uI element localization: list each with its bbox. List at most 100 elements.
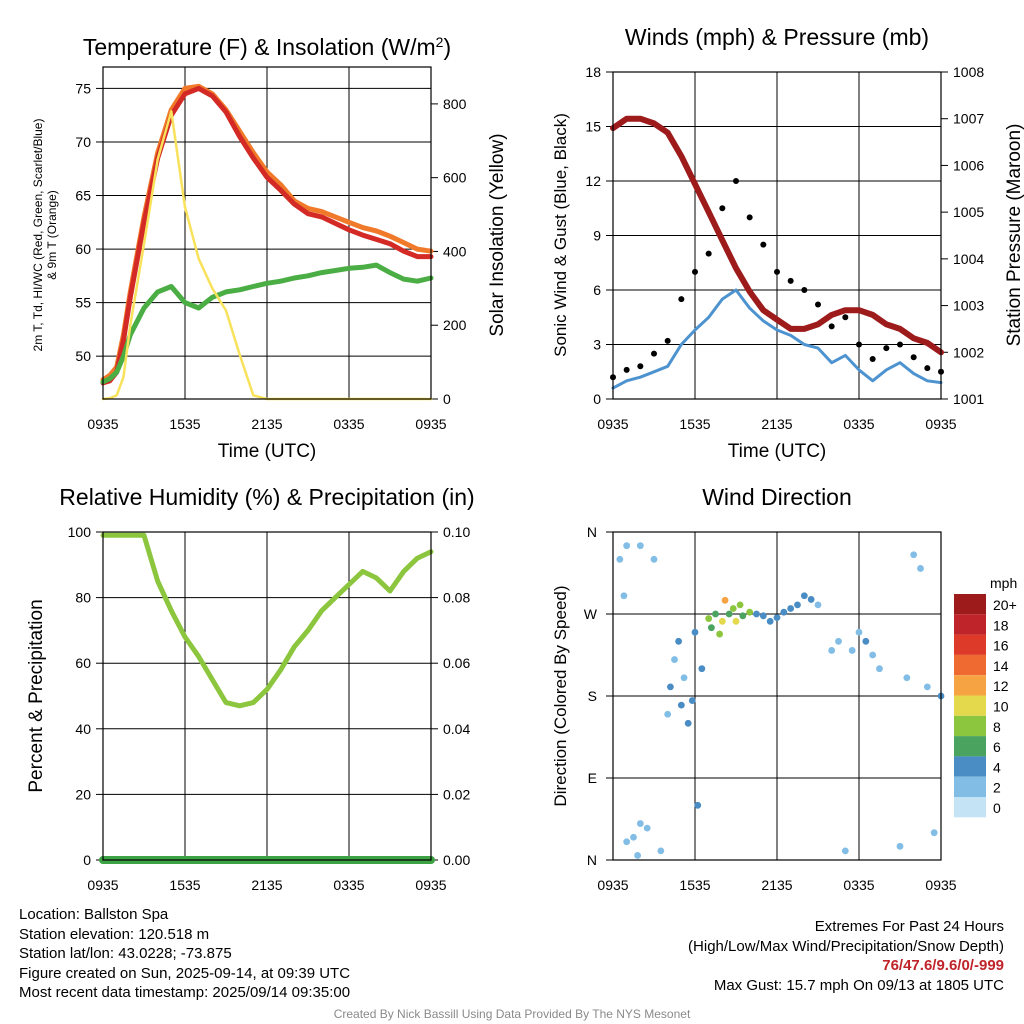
winds-gust-point [897, 341, 903, 348]
winds-gust-point [856, 341, 862, 348]
temperature-chart-y2-tick-label: 200 [443, 317, 467, 333]
winds-chart-y2-tick-label: 1005 [953, 204, 984, 220]
winds-gust-point [664, 337, 671, 344]
direction-point [636, 820, 644, 827]
colorbar-label: 0 [993, 800, 1001, 816]
temperature-chart-y2-tick-label: 800 [443, 96, 467, 112]
winds-chart-y2label: Station Pressure (Maroon) [1004, 124, 1024, 347]
direction-point [903, 674, 911, 682]
colorbar-swatch [954, 776, 986, 797]
direction-point [721, 596, 729, 604]
direction-point [691, 628, 699, 636]
winds-chart-frame [612, 71, 942, 400]
humidity-chart-y-tick-label: 60 [75, 655, 91, 671]
direction-chart-y-tick-label: W [584, 606, 598, 622]
winds-chart-y-tick-label: 15 [585, 119, 601, 135]
extremes-subtitle: (High/Low/Max Wind/Precipitation/Snow De… [688, 937, 1004, 955]
humidity-chart-x-tick-label: 0935 [415, 877, 446, 893]
winds-gust-point [719, 205, 726, 212]
direction-point [620, 592, 628, 600]
temperature-chart-y-tick-label: 65 [75, 188, 91, 204]
winds-chart-title: Winds (mph) & Pressure (mb) [625, 24, 929, 50]
direction-point [896, 842, 904, 850]
humidity-chart-y2-tick-label: 0.06 [443, 655, 470, 671]
direction-chart-x-tick-label: 0935 [597, 877, 628, 893]
direction-chart-x-tick-label: 0335 [843, 877, 874, 893]
humidity-chart-y-tick-label: 80 [75, 590, 91, 606]
direction-point [616, 555, 624, 563]
direction-point [634, 852, 641, 859]
colorbar-swatch [954, 695, 986, 716]
direction-point [917, 565, 924, 572]
direction-point [841, 847, 849, 855]
direction-point [923, 683, 931, 691]
winds-chart-y2-tick-label: 1001 [953, 391, 984, 407]
colorbar-label: 8 [993, 719, 1001, 735]
winds-gust-point [760, 241, 767, 248]
direction-chart-ylabel: Direction (Colored By Speed) [551, 585, 570, 806]
winds-chart-y2-tick-label: 1003 [953, 298, 984, 314]
colorbar-swatch [954, 594, 986, 615]
direction-point [667, 683, 674, 691]
humidity-chart-ylabel: Percent & Precipitation [26, 599, 47, 792]
colorbar-label: 2 [993, 780, 1001, 796]
direction-point [684, 719, 692, 727]
winds-chart-x-tick-label: 2135 [761, 416, 792, 432]
colorbar-label: 20+ [993, 597, 1017, 613]
winds-chart-x-tick-label: 0935 [925, 416, 956, 432]
direction-point [828, 647, 836, 654]
direction-point [729, 605, 737, 612]
extremes-values: 76/47.6/9.6/0/-999 [882, 957, 1004, 974]
extremes-title: Extremes For Past 24 Hours [814, 918, 1004, 935]
direction-point [814, 601, 822, 609]
winds-chart-y-tick-label: 18 [585, 64, 601, 80]
direction-point [688, 697, 696, 704]
direction-point [657, 847, 665, 855]
direction-point [705, 615, 713, 622]
temperature-chart-frame [102, 66, 432, 400]
humidity-chart-frame [102, 531, 432, 861]
humidity-series-rh [100, 532, 434, 709]
direction-chart-y-tick-label: E [588, 770, 597, 786]
colorbar-label: 6 [993, 739, 1001, 755]
colorbar-label: 14 [993, 658, 1009, 674]
direction-point [636, 542, 644, 550]
winds-chart-y-tick-label: 0 [593, 391, 601, 407]
colorbar-swatch [954, 614, 986, 635]
humidity-chart-y-tick-label: 0 [83, 852, 91, 868]
direction-point [930, 829, 938, 837]
temperature-chart-y-tick-label: 60 [75, 241, 91, 257]
temperature-chart-x-tick-label: 0335 [333, 416, 364, 432]
humidity-chart-y2-tick-label: 0.04 [443, 721, 470, 737]
winds-gust-point [815, 301, 821, 308]
winds-gust-point [623, 366, 630, 373]
temperature-chart-title: Temperature (F) & Insolation (W/m2) [83, 34, 451, 60]
winds-gust-point [924, 365, 931, 372]
winds-chart-y2-tick-label: 1002 [953, 344, 984, 360]
winds-chart-y-tick-label: 12 [585, 173, 601, 189]
colorbar-unit: mph [990, 575, 1017, 591]
temperature-chart-y-tick-label: 70 [75, 134, 91, 150]
direction-point [848, 647, 856, 654]
direction-chart-title: Wind Direction [702, 484, 852, 510]
temperature-chart-x-tick-label: 0935 [87, 416, 118, 432]
direction-point [746, 608, 754, 616]
temperature-chart-x-tick-label: 0935 [415, 416, 446, 432]
winds-gust-point [842, 314, 849, 321]
direction-point [787, 605, 795, 612]
humidity-chart-x-tick-label: 0935 [87, 877, 118, 893]
direction-chart-x-tick-label: 0935 [925, 877, 956, 893]
winds-chart-y-tick-label: 9 [593, 228, 601, 244]
direction-point [835, 637, 842, 645]
winds-series-pressure [610, 115, 944, 356]
winds-chart-y-tick-label: 3 [593, 337, 601, 353]
winds-chart-y-tick-label: 6 [593, 282, 601, 298]
colorbar-swatch [954, 675, 986, 696]
temperature-series-td [100, 262, 434, 385]
winds-gust-point [637, 363, 644, 370]
winds-gust-point [651, 350, 657, 357]
winds-chart-y2-tick-label: 1008 [953, 64, 984, 80]
direction-chart-x-tick-label: 1535 [679, 877, 710, 893]
direction-point [680, 674, 688, 682]
winds-gust-point [883, 345, 890, 352]
